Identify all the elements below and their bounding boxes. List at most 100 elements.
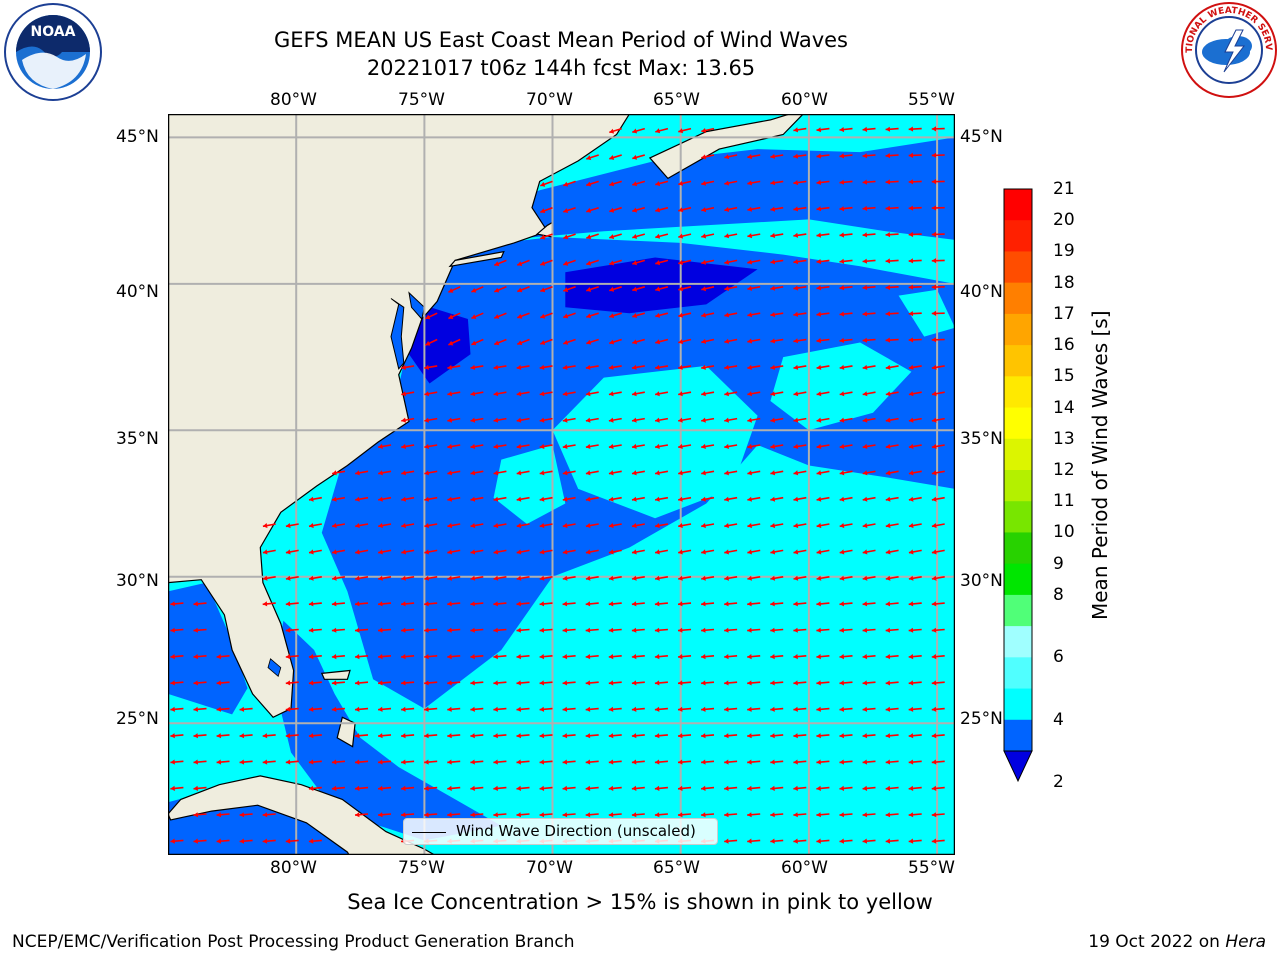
wind-arrow	[193, 680, 207, 686]
lon-tick-bottom-80w: 80°W	[270, 858, 317, 878]
wind-arrow	[170, 680, 184, 686]
colorbar-segment	[1004, 345, 1032, 377]
wind-arrow	[885, 258, 899, 264]
wind-arrow	[493, 523, 507, 529]
colorbar-tick-12: 12	[1053, 460, 1075, 480]
wind-arrow	[424, 391, 438, 397]
wind-arrow	[655, 259, 669, 266]
wind-arrow	[193, 812, 207, 818]
wind-arrow	[609, 259, 622, 266]
wind-arrow	[585, 575, 599, 581]
wind-arrow	[585, 627, 599, 633]
wind-arrow	[609, 338, 622, 345]
wind-arrow	[216, 733, 230, 739]
wind-arrow	[517, 312, 530, 319]
wind-arrow	[862, 391, 876, 397]
wind-arrow	[839, 364, 853, 370]
wind-arrow	[354, 733, 369, 739]
wind-arrow	[632, 312, 646, 318]
wind-arrow	[193, 759, 207, 765]
wind-arrow	[793, 812, 807, 818]
wind-arrow	[862, 601, 876, 607]
wind-arrow	[931, 310, 945, 316]
wind-arrow	[885, 470, 899, 476]
wind-arrow	[447, 496, 461, 502]
wind-arrow	[678, 127, 692, 134]
wind-arrow	[493, 706, 507, 712]
wind-arrow	[331, 575, 346, 581]
wind-arrow	[493, 575, 507, 581]
wind-arrow	[654, 680, 668, 686]
colorbar	[1003, 188, 1033, 783]
colorbar-segment	[1004, 688, 1032, 721]
wind-arrow	[908, 549, 922, 555]
wind-arrow	[585, 785, 599, 791]
wind-arrow	[447, 812, 461, 818]
wind-arrow	[378, 549, 392, 555]
wind-arrow	[517, 259, 530, 266]
wind-arrow	[608, 654, 622, 660]
wind-arrow	[631, 654, 645, 660]
colorbar-segment	[1004, 189, 1032, 221]
wind-arrow	[678, 364, 692, 370]
colorbar-segment	[1004, 376, 1032, 409]
wind-arrow	[401, 443, 415, 449]
sea-ice-note: Sea Ice Concentration > 15% is shown in …	[347, 890, 933, 914]
wind-arrow	[931, 337, 945, 343]
wind-arrow	[447, 759, 461, 765]
wind-arrow	[539, 523, 553, 529]
wind-arrow	[747, 654, 761, 660]
wind-arrow	[632, 259, 646, 266]
lon-tick-bottom-55w: 55°W	[908, 858, 955, 878]
colorbar-tick-13: 13	[1053, 428, 1075, 449]
wind-arrow	[239, 759, 253, 765]
land-areas	[168, 114, 804, 855]
wind-arrow	[378, 470, 392, 476]
wind-arrow	[470, 391, 484, 397]
wind-arrow	[770, 838, 784, 844]
wind-arrow	[424, 759, 438, 765]
wind-arrow	[908, 759, 922, 765]
colorbar-segment	[1004, 626, 1032, 658]
wind-arrow	[563, 206, 576, 213]
lon-tick-bottom-75w: 75°W	[398, 858, 445, 878]
wind-arrow	[447, 733, 461, 739]
colorbar-segment	[1004, 594, 1032, 627]
period-region-below-2s-0	[565, 257, 758, 314]
wind-arrow	[654, 364, 669, 370]
wind-arrow	[585, 523, 599, 529]
wind-arrow	[539, 759, 553, 765]
wind-arrow	[308, 627, 322, 633]
wind-arrow	[701, 154, 715, 160]
wind-arrow	[724, 286, 738, 291]
wind-arrow	[170, 654, 184, 660]
wind-arrow	[931, 152, 945, 158]
wind-arrow	[424, 575, 438, 581]
wind-arrow	[631, 417, 645, 423]
wind-arrow	[747, 759, 761, 765]
wind-arrow	[793, 364, 807, 370]
wind-arrow	[724, 391, 738, 397]
wind-arrow	[677, 654, 692, 660]
wind-arrow	[931, 838, 945, 844]
wind-arrow	[724, 812, 738, 818]
wind-arrow	[654, 417, 669, 423]
wind-arrow	[585, 417, 599, 423]
wind-arrow	[631, 706, 645, 712]
wind-arrow	[701, 785, 715, 791]
wind-arrow	[654, 601, 668, 607]
wind-arrow	[701, 391, 715, 397]
wind-arrow	[493, 496, 507, 502]
wind-arrow	[816, 838, 830, 844]
wind-arrow	[378, 680, 392, 686]
colorbar-under-extension	[1003, 750, 1033, 783]
wind-arrow	[562, 364, 576, 370]
wind-arrow	[816, 733, 830, 739]
wind-arrow	[701, 180, 715, 186]
wind-arrow	[401, 759, 415, 765]
wind-arrow	[563, 286, 576, 293]
wind-arrow	[678, 443, 692, 449]
wind-arrow	[424, 549, 438, 555]
wind-arrow	[793, 153, 807, 159]
wind-arrow	[862, 337, 876, 343]
